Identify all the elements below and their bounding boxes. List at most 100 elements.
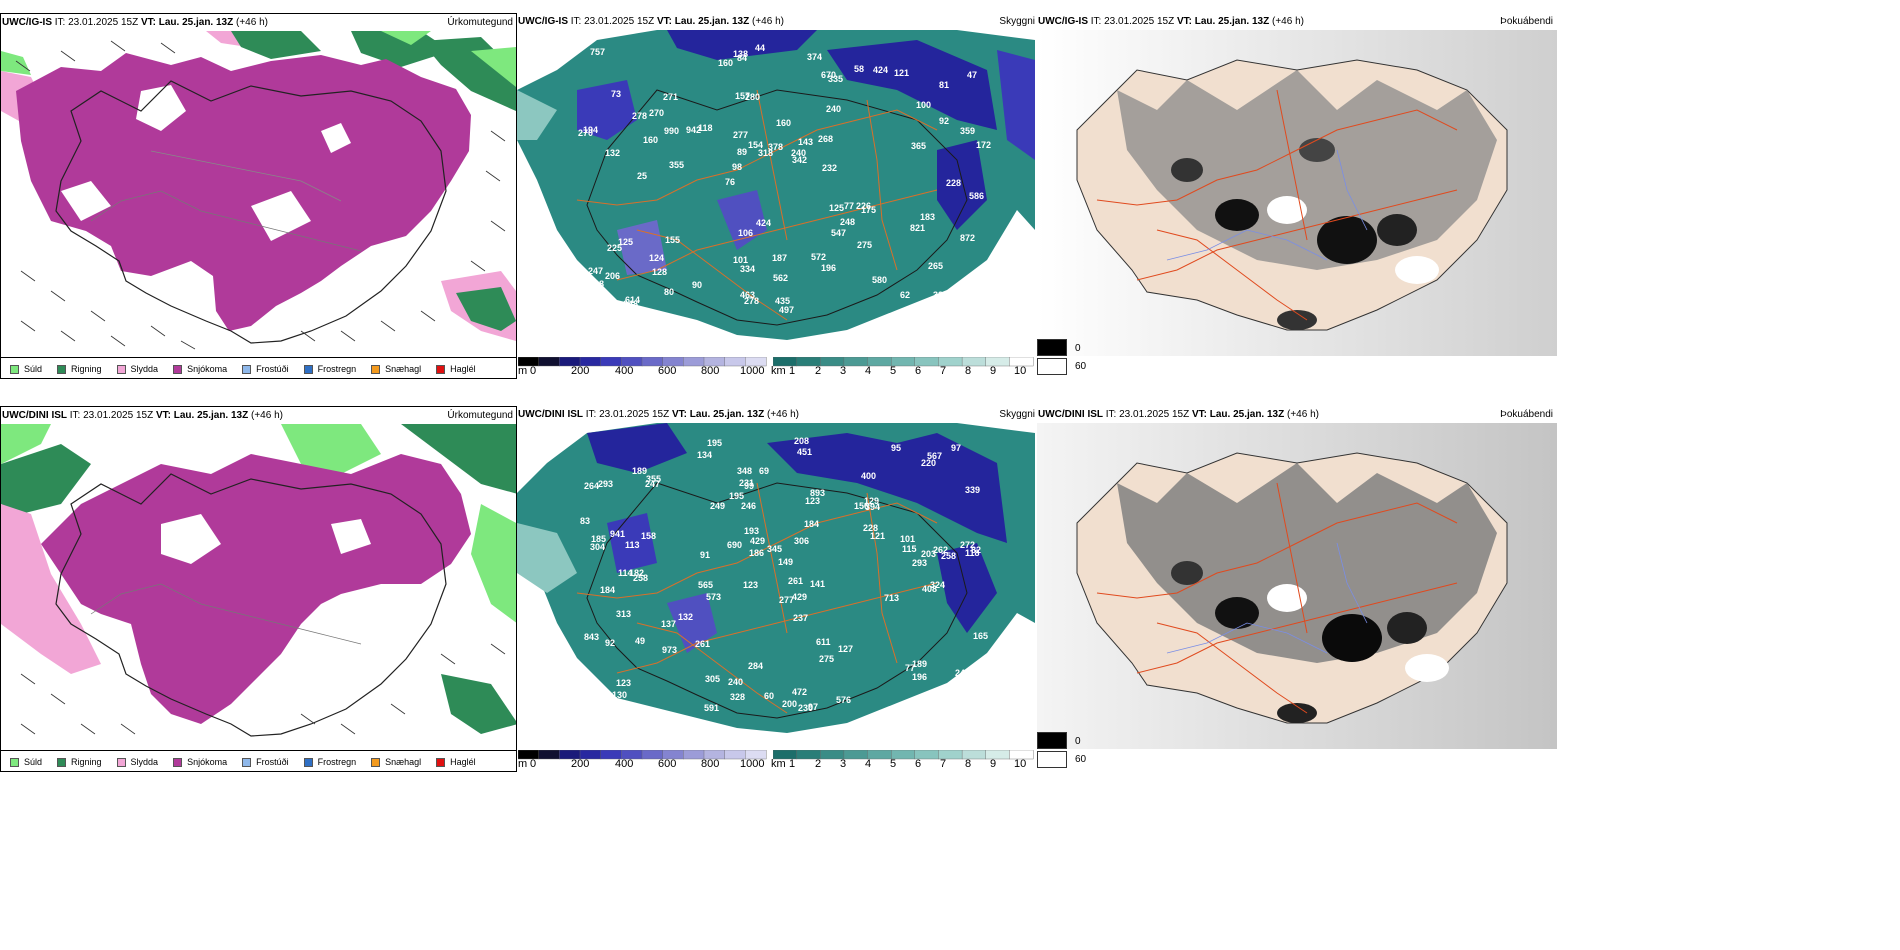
visibility-value: 82 (971, 545, 981, 555)
colorbar-unit-km: km (771, 365, 786, 377)
precip-panel-row1: UWC/IG-IS IT: 23.01.2025 15Z VT: Lau. 25… (0, 13, 517, 379)
legend-label: Snjókoma (187, 364, 228, 374)
visibility-value: 138 (733, 49, 748, 59)
visibility-value: 614 (625, 295, 640, 305)
visibility-value: 973 (662, 645, 677, 655)
visibility-value: 124 (649, 253, 664, 263)
legend-item-drizzle: Súld (10, 364, 42, 374)
visibility-value: 132 (605, 148, 620, 158)
visibility-value: 648 (623, 299, 638, 309)
legend-swatch (303, 757, 313, 767)
visibility-panel-row1: UWC/IG-IS IT: 23.01.2025 15Z VT: Lau. 25… (517, 13, 1037, 379)
model-name: UWC/IG-IS (518, 16, 568, 27)
visibility-value: 941 (610, 529, 625, 539)
visibility-value: 77 (905, 663, 915, 673)
visibility-value: 591 (704, 703, 719, 713)
visibility-value: 670 (821, 70, 836, 80)
visibility-value: 189 (632, 466, 647, 476)
legend-swatch (436, 364, 446, 374)
visibility-value: 193 (744, 526, 759, 536)
visibility-value: 208 (794, 436, 809, 446)
tick-km: 4 (865, 365, 872, 377)
visibility-value: 129 (864, 496, 879, 506)
visibility-value: 342 (792, 155, 807, 165)
legend-swatch (57, 757, 67, 767)
model-name: UWC/DINI ISL (2, 410, 67, 421)
visibility-value: 348 (737, 466, 752, 476)
visibility-colorbar-km (773, 357, 1034, 367)
legend-item-rain: Rigning (57, 757, 102, 767)
visibility-value: 44 (755, 43, 765, 53)
panel-header: UWC/IG-IS IT: 23.01.2025 15Z VT: Lau. 25… (1037, 13, 1557, 31)
visibility-value: 184 (600, 585, 615, 595)
visibility-value: 98 (732, 162, 742, 172)
vt-value: Lau. 25.jan. 13Z (1209, 409, 1285, 420)
legend-label: Súld (24, 364, 43, 374)
tick-m: 800 (701, 758, 720, 770)
cloud-legend-swatch-light (1037, 751, 1067, 768)
visibility-value: 203 (921, 549, 936, 559)
visibility-value: 429 (792, 592, 807, 602)
vt-label: VT: (155, 410, 171, 421)
visibility-value: 326 (933, 290, 948, 300)
tick-km: 5 (890, 758, 897, 770)
it-label: IT: (1090, 16, 1102, 27)
visibility-value: 228 (946, 178, 961, 188)
visibility-value: 118 (698, 123, 713, 133)
visibility-value: 128 (652, 267, 667, 277)
cloud-legend-swatch-light (1037, 358, 1067, 375)
legend-swatch (57, 364, 67, 374)
visibility-value: 246 (741, 501, 756, 511)
visibility-value: 843 (584, 632, 599, 642)
visibility-value: 115 (902, 544, 917, 554)
cloud-legend-label: 0 (1075, 736, 1081, 747)
legend-swatch (303, 364, 313, 374)
precip-legend: Súld Rigning Slydda Snjókoma Frostúði Fr… (1, 750, 516, 771)
legend-item-sleet: Slydda (116, 757, 158, 767)
visibility-value: 247 (588, 266, 603, 276)
visibility-value: 268 (818, 134, 833, 144)
visibility-value: 562 (773, 273, 788, 283)
legend-label: Frostúði (256, 757, 289, 767)
it-value: 23.01.2025 15Z (599, 409, 670, 420)
visibility-value: 306 (794, 536, 809, 546)
visibility-value: 258 (941, 551, 956, 561)
vt-label: VT: (140, 17, 156, 28)
visibility-value: 101 (900, 534, 915, 544)
model-name: UWC/DINI ISL (518, 409, 583, 420)
it-label: IT: (54, 17, 66, 28)
panel-header: UWC/DINI ISL IT: 23.01.2025 15Z VT: Lau.… (1037, 406, 1557, 424)
tick-km: 7 (940, 365, 947, 377)
tick-km: 7 (940, 758, 947, 770)
cloud-legend-label: 0 (1075, 343, 1081, 354)
visibility-value: 113 (625, 540, 640, 550)
visibility-value: 97 (808, 702, 818, 712)
legend-swatch (10, 757, 19, 767)
visibility-value: 435 (775, 296, 790, 306)
visibility-panel-row2: UWC/DINI ISL IT: 23.01.2025 15Z VT: Lau.… (517, 406, 1037, 772)
legend-label: Snæhagl (385, 364, 422, 374)
visibility-value: 130 (612, 690, 627, 700)
lead-time: (+46 h) (1272, 16, 1304, 27)
visibility-value: 183 (920, 212, 935, 222)
visibility-value: 335 (828, 74, 843, 84)
tick-m: 0 (530, 365, 537, 377)
visibility-value: 127 (838, 644, 853, 654)
visibility-value: 76 (725, 177, 735, 187)
tick-km: 6 (915, 365, 922, 377)
tick-m: 800 (701, 365, 720, 377)
visibility-value: 62 (900, 290, 910, 300)
cloud-indicator-map (1037, 30, 1557, 356)
visibility-value: 374 (807, 52, 822, 62)
lead-time: (+46 h) (236, 17, 268, 28)
visibility-value: 225 (607, 243, 622, 253)
visibility-value: 196 (821, 263, 836, 273)
precip-title: Úrkomutegund (447, 17, 513, 28)
tick-m: 600 (658, 758, 677, 770)
visibility-value: 339 (965, 485, 980, 495)
visibility-value: 277 (733, 130, 748, 140)
legend-label: Frostúði (256, 364, 289, 374)
it-label: IT: (69, 410, 81, 421)
cloud-legend-label: 60 (1075, 754, 1087, 765)
tick-m: 1000 (740, 758, 765, 770)
